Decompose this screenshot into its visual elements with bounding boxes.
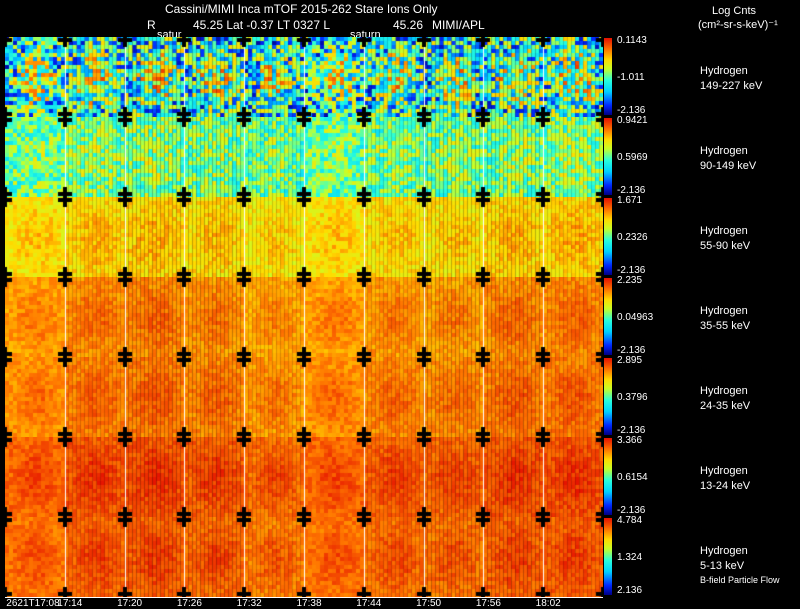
colorbar-max-label-0: 0.1143 <box>617 35 647 46</box>
colorbar-min-label-4: -2.136 <box>617 425 646 436</box>
colorbar-0 <box>604 38 612 115</box>
panel-energy-label-4: 24-35 keV <box>700 400 751 412</box>
panel-species-label-0: Hydrogen <box>700 65 748 77</box>
time-tick-label-7: 17:50 <box>416 598 442 609</box>
colorbar-2 <box>604 198 612 275</box>
panel-species-label-6: Hydrogen <box>700 545 748 557</box>
colorbar-max-label-4: 2.895 <box>617 355 643 366</box>
heatmap-panel-1 <box>5 117 603 197</box>
legend-title: Log Cnts <box>712 5 757 17</box>
panel-species-label-3: Hydrogen <box>700 305 748 317</box>
panel-species-label-1: Hydrogen <box>700 145 748 157</box>
heatmap-panel-6 <box>5 517 603 597</box>
colorbar-mid-label-4: 0.3796 <box>617 392 648 403</box>
panel-energy-label-0: 149-227 keV <box>700 80 763 92</box>
colorbar-1 <box>604 118 612 195</box>
colorbar-6 <box>604 518 612 595</box>
l-value: 45.26 <box>393 18 424 32</box>
heatmap-panel-5 <box>5 437 603 517</box>
source-label: MIMI/APL <box>432 18 485 32</box>
colorbar-min-label-5: -2.136 <box>617 505 646 516</box>
colorbar-max-label-3: 2.235 <box>617 275 643 286</box>
colorbar-max-label-2: 1.671 <box>617 195 643 206</box>
heatmap-panel-2 <box>5 197 603 277</box>
colorbar-mid-label-6: 1.324 <box>617 552 643 563</box>
colorbar-mid-label-0: -1.011 <box>617 72 645 83</box>
legend-units: (cm²-sr-s-keV)⁻¹ <box>698 19 778 31</box>
panel-energy-label-5: 13-24 keV <box>700 480 751 492</box>
footer-note: B-field Particle Flow <box>700 575 780 585</box>
time-tick-label-8: 17:56 <box>475 598 501 609</box>
time-tick-label-4: 17:32 <box>236 598 262 609</box>
time-tick-label-5: 17:38 <box>296 598 322 609</box>
lat-lt-readout: 45.25 Lat -0.37 LT 0327 L <box>193 18 330 32</box>
x-axis-line <box>5 597 603 598</box>
panel-species-label-5: Hydrogen <box>700 465 748 477</box>
colorbar-5 <box>604 438 612 515</box>
colorbar-3 <box>604 278 612 355</box>
heatmap-panel-3 <box>5 277 603 357</box>
colorbar-max-label-5: 3.366 <box>617 435 643 446</box>
colorbar-max-label-6: 4.784 <box>617 515 643 526</box>
colorbar-min-label-3: -2.136 <box>617 345 646 356</box>
r-label: R <box>147 18 156 32</box>
colorbar-min-label-0: -2.136 <box>617 105 646 116</box>
time-tick-label-2: 17:20 <box>117 598 143 609</box>
panel-energy-label-2: 55-90 keV <box>700 240 751 252</box>
time-tick-label-3: 17:26 <box>176 598 202 609</box>
colorbar-max-label-1: 0.9421 <box>617 115 648 126</box>
panel-species-label-2: Hydrogen <box>700 225 748 237</box>
colorbar-mid-label-3: 0.04963 <box>617 312 654 323</box>
plot-title: Cassini/MIMI Inca mTOF 2015-262 Stare Io… <box>165 2 438 16</box>
panel-energy-label-3: 35-55 keV <box>700 320 751 332</box>
colorbar-mid-label-1: 0.5969 <box>617 152 648 163</box>
time-tick-label-6: 17:44 <box>356 598 382 609</box>
heatmap-panel-0 <box>5 37 603 117</box>
colorbar-mid-label-2: 0.2326 <box>617 232 648 243</box>
panel-energy-label-1: 90-149 keV <box>700 160 757 172</box>
colorbar-min-label-6: 2.136 <box>617 585 643 596</box>
heatmap-panel-4 <box>5 357 603 437</box>
time-tick-label-9: 18:02 <box>535 598 561 609</box>
colorbar-min-label-2: -2.136 <box>617 265 646 276</box>
panel-energy-label-6: 5-13 keV <box>700 560 745 572</box>
colorbar-4 <box>604 358 612 435</box>
time-tick-label-1: 17:14 <box>57 598 83 609</box>
panel-species-label-4: Hydrogen <box>700 385 748 397</box>
time-tick-label-0: 2621T17:08 <box>6 598 60 609</box>
colorbar-mid-label-5: 0.6154 <box>617 472 648 483</box>
colorbar-min-label-1: -2.136 <box>617 185 646 196</box>
